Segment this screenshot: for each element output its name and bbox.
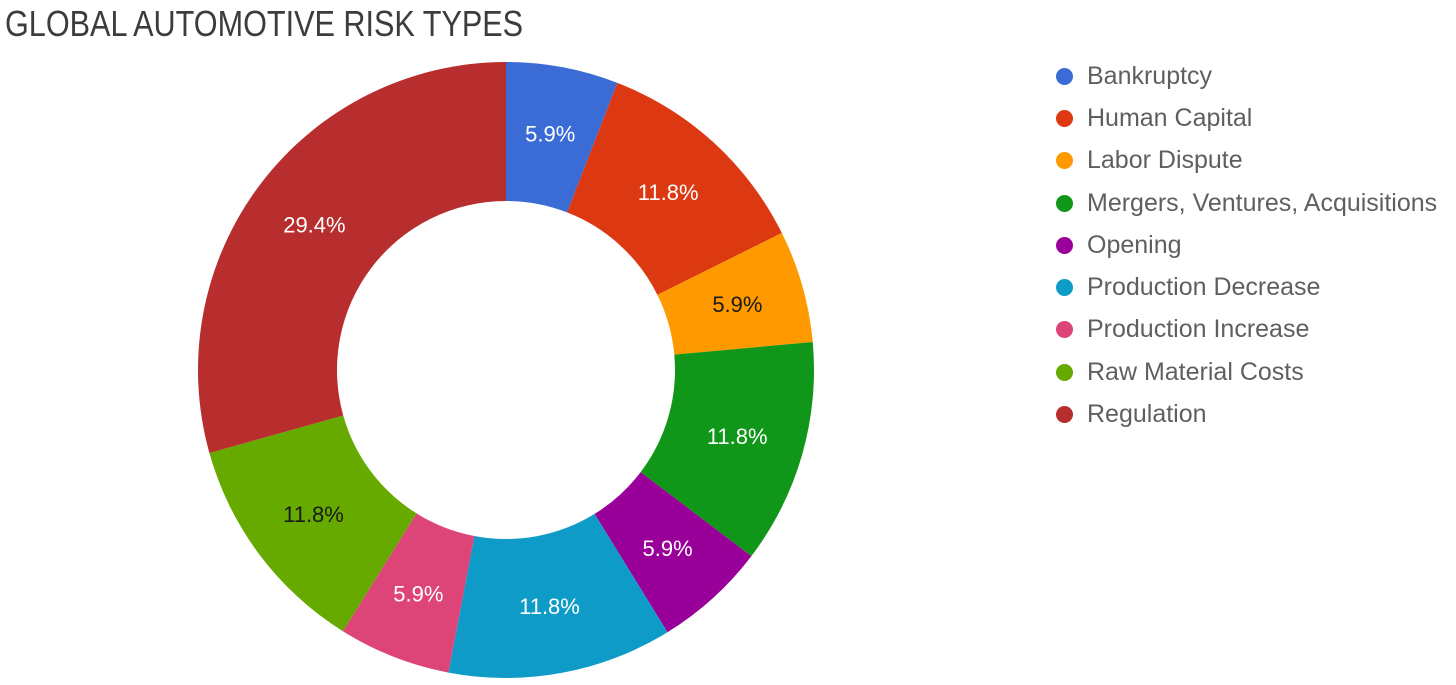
- pie-slice-human-capital[interactable]: [567, 82, 782, 295]
- chart-title: GLOBAL AUTOMOTIVE RISK TYPES: [5, 3, 524, 44]
- legend-label-raw-material-costs: Raw Material Costs: [1087, 357, 1304, 386]
- legend: Bankruptcy Human Capital Labor Dispute Merg…: [1056, 55, 1437, 436]
- legend-item-production-increase[interactable]: Production Increase: [1056, 309, 1437, 351]
- pie-slice-production-decrease[interactable]: [448, 513, 668, 679]
- pie-slice-mergers-ventures-acquisitions[interactable]: [640, 342, 815, 557]
- legend-swatch-regulation: [1056, 406, 1073, 424]
- legend-item-mergers-ventures-acquisitions[interactable]: Mergers, Ventures, Acquisitions: [1056, 182, 1437, 224]
- legend-swatch-human-capital: [1056, 109, 1073, 127]
- pie-slice-raw-material-costs[interactable]: [209, 415, 417, 632]
- legend-swatch-labor-dispute: [1056, 152, 1073, 170]
- legend-swatch-mergers-ventures-acquisitions: [1056, 194, 1073, 212]
- legend-item-raw-material-costs[interactable]: Raw Material Costs: [1056, 351, 1437, 393]
- legend-swatch-raw-material-costs: [1056, 363, 1073, 381]
- legend-item-production-decrease[interactable]: Production Decrease: [1056, 266, 1437, 308]
- pie-slice-regulation[interactable]: [198, 62, 506, 453]
- legend-item-bankruptcy[interactable]: Bankruptcy: [1056, 55, 1437, 97]
- legend-item-regulation[interactable]: Regulation: [1056, 393, 1437, 435]
- pie-slice-production-increase[interactable]: [342, 513, 475, 673]
- legend-item-human-capital[interactable]: Human Capital: [1056, 97, 1437, 139]
- legend-label-bankruptcy: Bankruptcy: [1087, 61, 1213, 90]
- legend-label-human-capital: Human Capital: [1087, 103, 1253, 132]
- legend-item-opening[interactable]: Opening: [1056, 224, 1437, 266]
- legend-label-mergers-ventures-acquisitions: Mergers, Ventures, Acquisitions: [1087, 188, 1438, 217]
- legend-label-production-decrease: Production Decrease: [1087, 273, 1321, 302]
- legend-label-regulation: Regulation: [1087, 400, 1207, 429]
- legend-swatch-production-increase: [1056, 321, 1073, 339]
- legend-swatch-bankruptcy: [1056, 67, 1073, 85]
- legend-swatch-production-decrease: [1056, 279, 1073, 297]
- pie-slice-bankruptcy[interactable]: [506, 62, 618, 213]
- legend-item-labor-dispute[interactable]: Labor Dispute: [1056, 140, 1437, 182]
- pie-slice-opening[interactable]: [594, 472, 752, 633]
- legend-label-labor-dispute: Labor Dispute: [1087, 146, 1243, 175]
- legend-swatch-opening: [1056, 236, 1073, 254]
- legend-label-production-increase: Production Increase: [1087, 315, 1310, 344]
- pie-slice-labor-dispute[interactable]: [657, 233, 813, 355]
- legend-label-opening: Opening: [1087, 230, 1182, 259]
